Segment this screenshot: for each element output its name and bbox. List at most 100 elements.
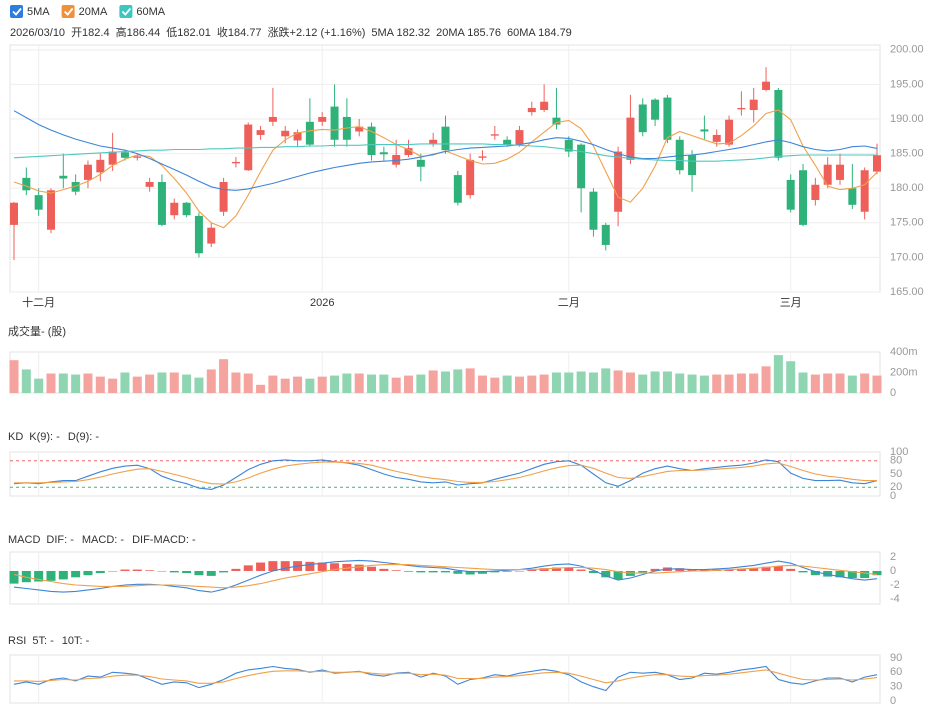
candle-body [737, 107, 746, 110]
macd-bar [601, 570, 611, 578]
volume-bar [749, 373, 759, 393]
legend-checkbox[interactable] [61, 5, 75, 18]
volume-bar [108, 378, 118, 393]
macd-bar [810, 570, 820, 576]
volume-bar [699, 375, 709, 393]
legend-checkbox[interactable] [10, 5, 23, 18]
macd-bar [182, 570, 192, 574]
panel-frame [9, 551, 881, 605]
macd-bar [132, 569, 142, 571]
macd-bar [256, 562, 266, 571]
candle-body [762, 81, 771, 90]
y-tick-label: 165.00 [890, 286, 924, 298]
macd-bar [823, 570, 833, 577]
volume-bar [280, 378, 290, 393]
legend-checkbox[interactable] [119, 5, 133, 18]
macd-bar [305, 561, 315, 571]
candle-body [256, 130, 265, 135]
series-label: D(9): - [68, 431, 100, 443]
volume-bar [182, 374, 192, 393]
macd-bar [317, 562, 327, 571]
y-tick-label: 50 [890, 468, 902, 480]
candle-body [355, 126, 364, 132]
volume-bar [601, 368, 611, 393]
macd-bar [872, 570, 882, 576]
candle-body [688, 155, 697, 176]
panel-frame [9, 451, 881, 497]
indicator-line [13, 665, 878, 692]
volume-bar [46, 373, 56, 393]
candle-body [811, 184, 820, 200]
volume-bar [798, 372, 808, 393]
volume-bar [157, 372, 167, 393]
volume-bar [453, 369, 463, 393]
candle-body [268, 116, 277, 122]
macd-bar [502, 570, 512, 572]
volume-bar [441, 371, 450, 393]
candle-body [712, 134, 721, 142]
y-tick-label: 30 [890, 681, 902, 693]
volume-bar [194, 377, 204, 393]
macd-bar [551, 567, 561, 571]
macd-bar [367, 566, 377, 571]
candle-body [207, 227, 216, 244]
legend-label[interactable]: 5MA [27, 6, 50, 18]
volume-bar [379, 374, 389, 393]
candle-body [700, 129, 709, 132]
candle-body [675, 139, 684, 171]
panel-frame [9, 654, 881, 704]
macd-bar [34, 570, 44, 582]
macd-bar [465, 570, 475, 575]
volume-bar [391, 377, 401, 393]
volume-bar [367, 374, 377, 393]
info-text: 高186.44 [116, 25, 161, 39]
info-text: 20MA 185.76 [436, 27, 501, 39]
macd-bar [724, 569, 734, 571]
macd-bar [638, 570, 648, 573]
ma-line [13, 143, 878, 162]
y-tick-label: 190.00 [890, 113, 924, 125]
macd-bar [379, 568, 389, 571]
macd-bar [330, 563, 340, 571]
checkmark [63, 7, 74, 16]
candle-body [367, 126, 376, 156]
y-tick-label: 60 [890, 666, 902, 678]
volume-bar [687, 374, 697, 393]
legend-label[interactable]: 60MA [136, 6, 165, 18]
volume-bar [712, 374, 722, 393]
volume-bar [613, 370, 623, 393]
volume-bar [9, 360, 19, 393]
macd-bar [194, 570, 204, 576]
macd-bar [342, 563, 352, 571]
candle-body [83, 164, 92, 180]
macd-bar [699, 569, 709, 571]
volume-bar [293, 376, 303, 393]
macd-bar [391, 570, 401, 571]
y-tick-label: 0 [890, 387, 896, 399]
macd-bar [268, 561, 278, 571]
volume-bar [576, 371, 586, 393]
info-text: 开182.4 [71, 27, 110, 39]
candle-body [873, 155, 881, 172]
candle-body [108, 151, 117, 165]
volume-bar [268, 375, 278, 393]
macd-bar [21, 570, 31, 583]
volume-bar [625, 372, 635, 393]
y-tick-label: 185.00 [890, 148, 924, 160]
volume-bar [243, 373, 253, 393]
x-tick-label: 三月 [780, 297, 802, 309]
candle-body [145, 181, 154, 187]
panel-title: MACD [8, 534, 40, 546]
volume-bar [835, 373, 845, 393]
candle-body [614, 151, 623, 212]
indicator-line [13, 459, 878, 490]
candle-body [330, 106, 339, 140]
series-label: DIF: - [46, 534, 74, 546]
checkmark [12, 7, 22, 16]
y-tick-label: 400m [890, 346, 918, 358]
macd-bar [145, 570, 155, 571]
macd-bar [786, 568, 796, 571]
legend-label[interactable]: 20MA [79, 6, 108, 18]
macd-bar [650, 568, 660, 571]
